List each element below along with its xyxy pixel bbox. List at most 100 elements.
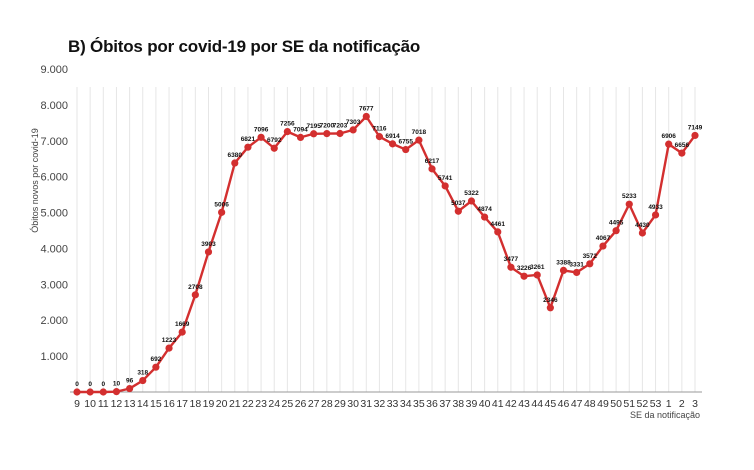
data-point [494,228,502,236]
data-point [665,140,673,148]
data-label: 7096 [254,126,269,133]
x-tick-label: 34 [400,398,412,410]
data-label: 0 [75,381,79,388]
data-points [73,112,699,396]
data-label: 3261 [530,264,545,271]
y-tick-label: 6.000 [40,172,68,184]
data-label: 4495 [609,220,624,227]
data-label: 1223 [162,337,177,344]
x-tick-label: 28 [321,398,333,410]
x-tick-label: 18 [189,398,201,410]
x-tick-label: 40 [479,398,491,410]
x-tick-label: 47 [571,398,583,410]
data-point [625,200,633,208]
data-point [428,165,436,173]
data-label: 3331 [569,261,584,268]
data-point [86,388,94,396]
data-label: 7203 [333,122,348,129]
data-point [336,129,344,138]
data-point [257,133,265,141]
data-label: 6792 [267,137,282,144]
x-tick-label: 39 [466,398,478,410]
data-label: 3903 [201,241,216,248]
x-axis-label: SE da notificação [630,410,700,420]
data-label: 4874 [477,206,492,213]
x-tick-label: 41 [492,398,504,410]
data-point [125,384,134,393]
data-label: 7303 [346,119,361,126]
data-label: 7200 [320,123,335,130]
y-tick-label: 5.000 [40,208,68,220]
x-tick-label: 46 [558,398,570,410]
data-label: 96 [126,378,134,385]
x-tick-label: 48 [584,398,596,410]
x-tick-label: 32 [374,398,386,410]
data-label: 5006 [214,201,229,208]
data-label: 7195 [306,123,321,130]
data-point [454,207,462,215]
data-label: 7094 [293,126,308,133]
data-label: 3477 [504,256,519,263]
data-point [520,272,528,280]
x-tick-label: 50 [610,398,622,410]
x-tick-label: 24 [268,398,280,410]
data-point [204,248,213,256]
data-label: 692 [150,356,161,363]
x-tick-label: 1 [666,398,672,410]
x-tick-label: 42 [505,398,517,410]
x-tick-label: 2 [679,398,685,410]
y-axis-ticks: 1.000 2.000 3.000 4.000 5.000 6.000 7.000 8.000… [40,64,68,363]
data-label: 2708 [188,284,203,291]
data-point [244,143,252,151]
chart-title: B) Óbitos por covid-19 por SE da notific… [68,37,421,56]
data-label: 4461 [491,221,506,228]
data-point [296,133,305,142]
data-label: 318 [137,370,148,377]
data-label: 6906 [661,133,676,140]
data-label: 6656 [675,142,690,149]
x-tick-label: 44 [531,398,543,410]
x-tick-label: 25 [282,398,294,410]
data-label: 5322 [464,190,479,197]
data-label: 7256 [280,121,295,128]
y-tick-label: 8.000 [40,100,68,112]
x-axis-ticks: 9 10 11 12 13 14 15 16 17 18 19 20 21 22 23 24 25 26 27 28 2… [74,398,698,410]
data-label: 7677 [359,105,374,112]
x-tick-label: 51 [623,398,635,410]
data-point [283,127,291,136]
x-tick-label: 20 [216,398,228,410]
data-point [678,149,686,157]
data-label: 6217 [425,158,440,165]
data-label: 3572 [583,253,598,260]
data-point [546,304,554,312]
data-label: 10 [113,381,121,388]
x-tick-label: 11 [98,398,109,410]
x-tick-label: 16 [163,398,175,410]
x-tick-label: 31 [360,398,372,410]
data-point [178,328,186,336]
data-label: 3388 [556,259,571,266]
x-tick-label: 37 [439,398,451,410]
x-tick-label: 52 [637,398,649,410]
x-tick-label: 43 [518,398,530,410]
data-point [270,144,278,152]
data-label: 5233 [622,193,637,200]
data-point [467,197,476,205]
data-label: 6755 [398,139,413,146]
data-label: 4430 [635,222,650,229]
data-label: 2346 [543,297,558,304]
y-tick-label: 7.000 [40,136,68,148]
data-point [573,268,581,277]
data-point [481,213,489,221]
data-point [231,159,239,167]
x-tick-label: 17 [176,398,188,410]
data-point [218,208,226,216]
data-point [362,112,370,121]
data-point [99,388,107,396]
y-tick-label: 1.000 [40,351,68,363]
y-tick-label: 9.000 [40,64,68,76]
x-tick-label: 23 [255,398,267,410]
data-label: 0 [101,381,105,388]
x-tick-label: 45 [545,398,557,410]
